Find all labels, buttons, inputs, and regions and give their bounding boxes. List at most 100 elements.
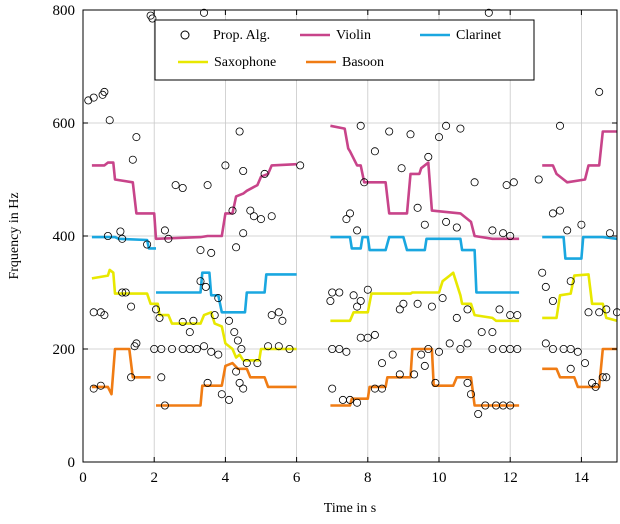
estimate-point bbox=[584, 308, 593, 317]
estimate-point bbox=[438, 294, 447, 303]
x-tick-label: 0 bbox=[79, 470, 87, 486]
estimate-point bbox=[201, 282, 210, 291]
estimate-point bbox=[566, 364, 575, 373]
estimate-point bbox=[573, 347, 582, 356]
series-line-basoon bbox=[542, 347, 617, 389]
estimate-point bbox=[235, 378, 244, 387]
estimate-point bbox=[431, 378, 440, 387]
estimate-point bbox=[128, 155, 137, 164]
estimate-point bbox=[127, 302, 136, 311]
estimate-point bbox=[342, 347, 351, 356]
estimate-point bbox=[260, 169, 269, 178]
x-axis-label: Time in s bbox=[324, 501, 376, 516]
x-tick-label: 8 bbox=[364, 470, 372, 486]
estimate-point bbox=[274, 342, 283, 351]
estimate-point bbox=[237, 344, 246, 353]
estimate-point bbox=[602, 305, 611, 314]
estimate-point bbox=[566, 344, 575, 353]
estimate-point bbox=[100, 311, 109, 320]
estimate-point bbox=[456, 344, 465, 353]
series-line-violin bbox=[542, 130, 617, 184]
estimate-point bbox=[349, 291, 358, 300]
estimate-point bbox=[548, 344, 557, 353]
estimate-point bbox=[217, 390, 226, 399]
estimate-point bbox=[605, 229, 614, 238]
estimate-point bbox=[264, 342, 273, 351]
estimate-point bbox=[96, 381, 105, 390]
estimate-point bbox=[267, 212, 276, 221]
estimate-point bbox=[456, 124, 465, 133]
legend-label: Basoon bbox=[342, 55, 384, 70]
estimate-point bbox=[89, 308, 98, 317]
estimate-point bbox=[199, 342, 208, 351]
estimate-point bbox=[463, 339, 472, 348]
estimate-point bbox=[116, 227, 125, 236]
estimate-point bbox=[363, 333, 372, 342]
x-tick-label: 2 bbox=[150, 470, 158, 486]
estimate-point bbox=[228, 206, 237, 215]
estimate-point bbox=[477, 328, 486, 337]
estimate-point bbox=[143, 240, 152, 249]
estimate-point bbox=[100, 87, 109, 96]
estimate-point bbox=[506, 401, 515, 410]
estimate-point bbox=[164, 234, 173, 243]
estimate-point bbox=[509, 178, 518, 187]
estimate-point bbox=[203, 378, 212, 387]
estimate-point bbox=[221, 161, 230, 170]
estimate-point bbox=[442, 121, 451, 130]
series-line-clarinet bbox=[91, 235, 156, 250]
x-tick-label: 12 bbox=[503, 470, 518, 486]
estimate-point bbox=[224, 395, 233, 404]
estimate-point bbox=[155, 313, 164, 322]
estimate-point bbox=[434, 133, 443, 142]
estimate-point bbox=[84, 96, 93, 105]
estimate-point bbox=[285, 344, 294, 353]
estimate-point bbox=[249, 212, 258, 221]
estimate-point bbox=[246, 206, 255, 215]
estimate-point bbox=[413, 299, 422, 308]
estimate-point bbox=[452, 223, 461, 232]
estimate-point bbox=[602, 373, 611, 382]
estimate-point bbox=[420, 220, 429, 229]
x-tick-label: 10 bbox=[432, 470, 447, 486]
legend-marker-icon bbox=[180, 30, 190, 40]
estimate-point bbox=[185, 328, 194, 337]
estimate-point bbox=[338, 395, 347, 404]
estimate-point bbox=[148, 14, 157, 23]
legend-box bbox=[154, 19, 535, 81]
estimate-point bbox=[178, 183, 187, 192]
estimate-point bbox=[230, 328, 239, 337]
estimate-point bbox=[178, 317, 187, 326]
estimate-point bbox=[224, 316, 233, 325]
estimate-point bbox=[214, 294, 223, 303]
estimate-point bbox=[377, 384, 386, 393]
y-tick-label: 0 bbox=[68, 455, 76, 471]
estimate-point bbox=[151, 305, 160, 314]
legend-label: Saxophone bbox=[214, 55, 276, 70]
estimate-point bbox=[499, 229, 508, 238]
estimate-point bbox=[328, 384, 337, 393]
estimate-point bbox=[413, 203, 422, 212]
estimate-point bbox=[417, 350, 426, 359]
estimate-point bbox=[463, 378, 472, 387]
estimate-point bbox=[598, 373, 607, 382]
estimate-point bbox=[595, 87, 604, 96]
estimate-point bbox=[577, 220, 586, 229]
series-line-clarinet bbox=[156, 271, 297, 314]
estimate-point bbox=[410, 370, 419, 379]
estimate-point bbox=[103, 231, 112, 240]
estimate-point bbox=[395, 305, 404, 314]
estimate-point bbox=[121, 288, 130, 297]
estimate-point bbox=[481, 401, 490, 410]
estimate-markers bbox=[84, 8, 620, 418]
estimate-point bbox=[420, 361, 429, 370]
estimate-point bbox=[256, 215, 265, 224]
estimate-point bbox=[210, 311, 219, 320]
estimate-point bbox=[442, 217, 451, 226]
series-lines bbox=[91, 124, 618, 407]
estimate-point bbox=[132, 339, 141, 348]
estimate-point bbox=[445, 339, 454, 348]
estimate-point bbox=[89, 384, 98, 393]
estimate-point bbox=[239, 166, 248, 175]
estimate-point bbox=[591, 382, 600, 391]
